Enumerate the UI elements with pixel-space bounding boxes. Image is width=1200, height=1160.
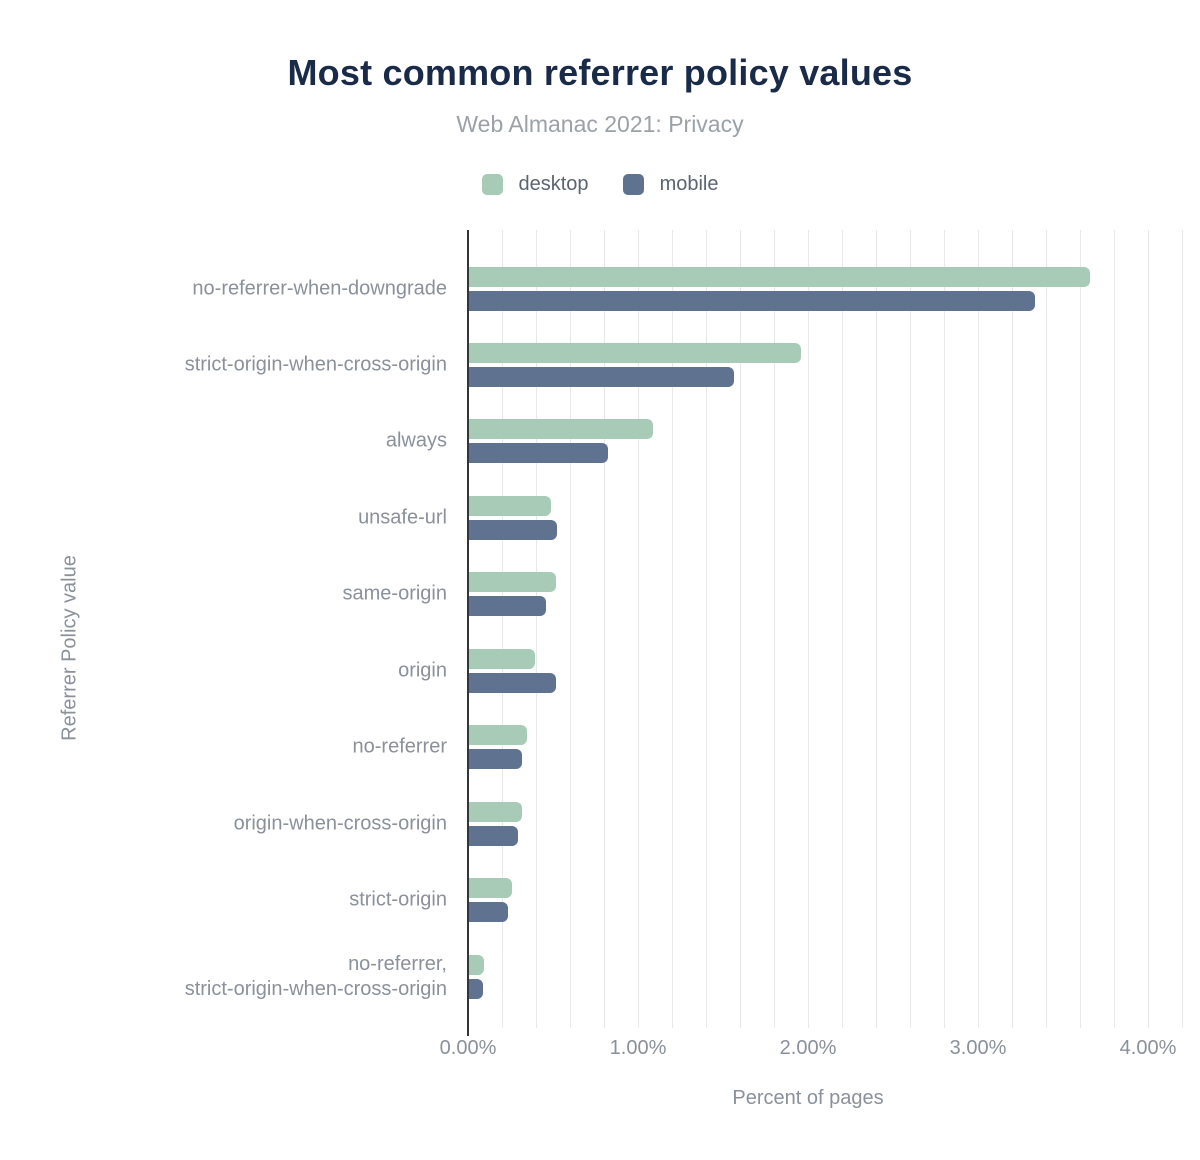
category-label: strict-origin-when-cross-origin xyxy=(184,353,447,376)
gridline xyxy=(570,230,571,1028)
bar-desktop xyxy=(469,878,512,899)
gridline xyxy=(638,230,639,1028)
desktop-swatch-icon xyxy=(481,174,503,195)
x-tick-label: 0.00% xyxy=(439,1037,497,1059)
category-label: always xyxy=(385,429,447,452)
bar-rows: no-referrer-when-downgrade strict-origin-… xyxy=(0,230,1200,1028)
bar-desktop xyxy=(469,572,556,593)
category-row: always xyxy=(0,419,1200,464)
bar-mobile xyxy=(469,290,1036,311)
y-axis-line xyxy=(467,230,469,1036)
gridline xyxy=(774,230,775,1028)
bar-group xyxy=(469,725,527,770)
legend-item-desktop: desktop xyxy=(481,173,589,196)
bar-desktop xyxy=(469,343,801,363)
x-axis-ticks: 0.00% 1.00% 2.00% 3.00% 4.00% xyxy=(0,1037,1200,1061)
x-tick-label: 2.00% xyxy=(779,1037,837,1059)
gridline xyxy=(1182,230,1183,1028)
category-row: same-origin xyxy=(0,572,1200,617)
gridline xyxy=(536,230,537,1028)
legend-item-mobile: mobile xyxy=(622,173,719,196)
bar-group xyxy=(469,801,522,846)
bar-group xyxy=(469,419,653,464)
category-label: strict-origin xyxy=(349,888,447,911)
gridline xyxy=(1012,230,1013,1028)
gridlines xyxy=(468,230,1184,1028)
bar-group xyxy=(469,954,485,999)
gridline xyxy=(740,230,741,1028)
gridline xyxy=(876,230,877,1028)
gridline xyxy=(1114,230,1115,1028)
x-tick-label: 3.00% xyxy=(949,1037,1007,1059)
x-axis-title: Percent of pages xyxy=(732,1087,884,1109)
bar-desktop xyxy=(469,266,1090,287)
category-label: same-origin xyxy=(342,582,447,605)
bar-mobile xyxy=(469,596,546,617)
mobile-swatch-icon xyxy=(622,174,644,195)
gridline xyxy=(944,230,945,1028)
category-row: no-referrer, strict-origin-when-cross-ori… xyxy=(0,952,1200,1000)
bar-mobile xyxy=(469,825,519,846)
category-label: no-referrer-when-downgrade xyxy=(192,277,447,299)
gridline xyxy=(910,230,911,1028)
category-row: strict-origin-when-cross-origin xyxy=(0,343,1200,387)
bar-mobile xyxy=(469,519,558,540)
bar-desktop xyxy=(469,419,653,440)
category-label: unsafe-url xyxy=(358,506,447,529)
bar-mobile xyxy=(469,443,609,464)
chart-title: Most common referrer policy values xyxy=(287,52,913,93)
category-row: origin-when-cross-origin xyxy=(0,801,1200,846)
bar-group xyxy=(469,343,801,387)
category-label: no-referrer, strict-origin-when-cross-ori… xyxy=(184,952,447,1000)
bar-group xyxy=(469,648,556,693)
bar-group xyxy=(469,495,558,540)
bar-mobile xyxy=(469,978,483,999)
bar-mobile xyxy=(469,672,556,693)
category-label: no-referrer xyxy=(352,735,447,758)
gridline xyxy=(502,230,503,1028)
category-row: origin xyxy=(0,648,1200,693)
gridline xyxy=(604,230,605,1028)
legend-label-mobile: mobile xyxy=(659,173,719,195)
gridline xyxy=(1046,230,1047,1028)
plot-area: no-referrer-when-downgrade strict-origin-… xyxy=(0,230,1200,1036)
bar-desktop xyxy=(469,954,485,975)
x-tick-label: 4.00% xyxy=(1119,1037,1177,1059)
gridline xyxy=(1080,230,1081,1028)
category-row: unsafe-url xyxy=(0,495,1200,540)
bar-desktop xyxy=(469,801,522,822)
gridline xyxy=(808,230,809,1028)
category-row: strict-origin xyxy=(0,878,1200,923)
bar-mobile xyxy=(469,902,509,923)
bar-desktop xyxy=(469,648,536,669)
bar-desktop xyxy=(469,725,527,746)
category-row: no-referrer xyxy=(0,725,1200,770)
bar-group xyxy=(469,572,556,617)
gridline xyxy=(672,230,673,1028)
bar-group xyxy=(469,266,1090,311)
gridline xyxy=(842,230,843,1028)
gridline xyxy=(978,230,979,1028)
gridline xyxy=(706,230,707,1028)
bar-mobile xyxy=(469,749,522,770)
chart-subtitle: Web Almanac 2021: Privacy xyxy=(456,111,744,137)
gridline xyxy=(1148,230,1149,1028)
legend-label-desktop: desktop xyxy=(518,173,589,195)
category-row: no-referrer-when-downgrade xyxy=(0,266,1200,311)
legend: desktop mobile xyxy=(0,173,1200,196)
category-label: origin xyxy=(398,659,447,682)
x-tick-label: 1.00% xyxy=(609,1037,667,1059)
bar-desktop xyxy=(469,495,551,516)
bar-group xyxy=(469,878,512,923)
bar-mobile xyxy=(469,367,735,387)
category-label: origin-when-cross-origin xyxy=(233,812,447,835)
